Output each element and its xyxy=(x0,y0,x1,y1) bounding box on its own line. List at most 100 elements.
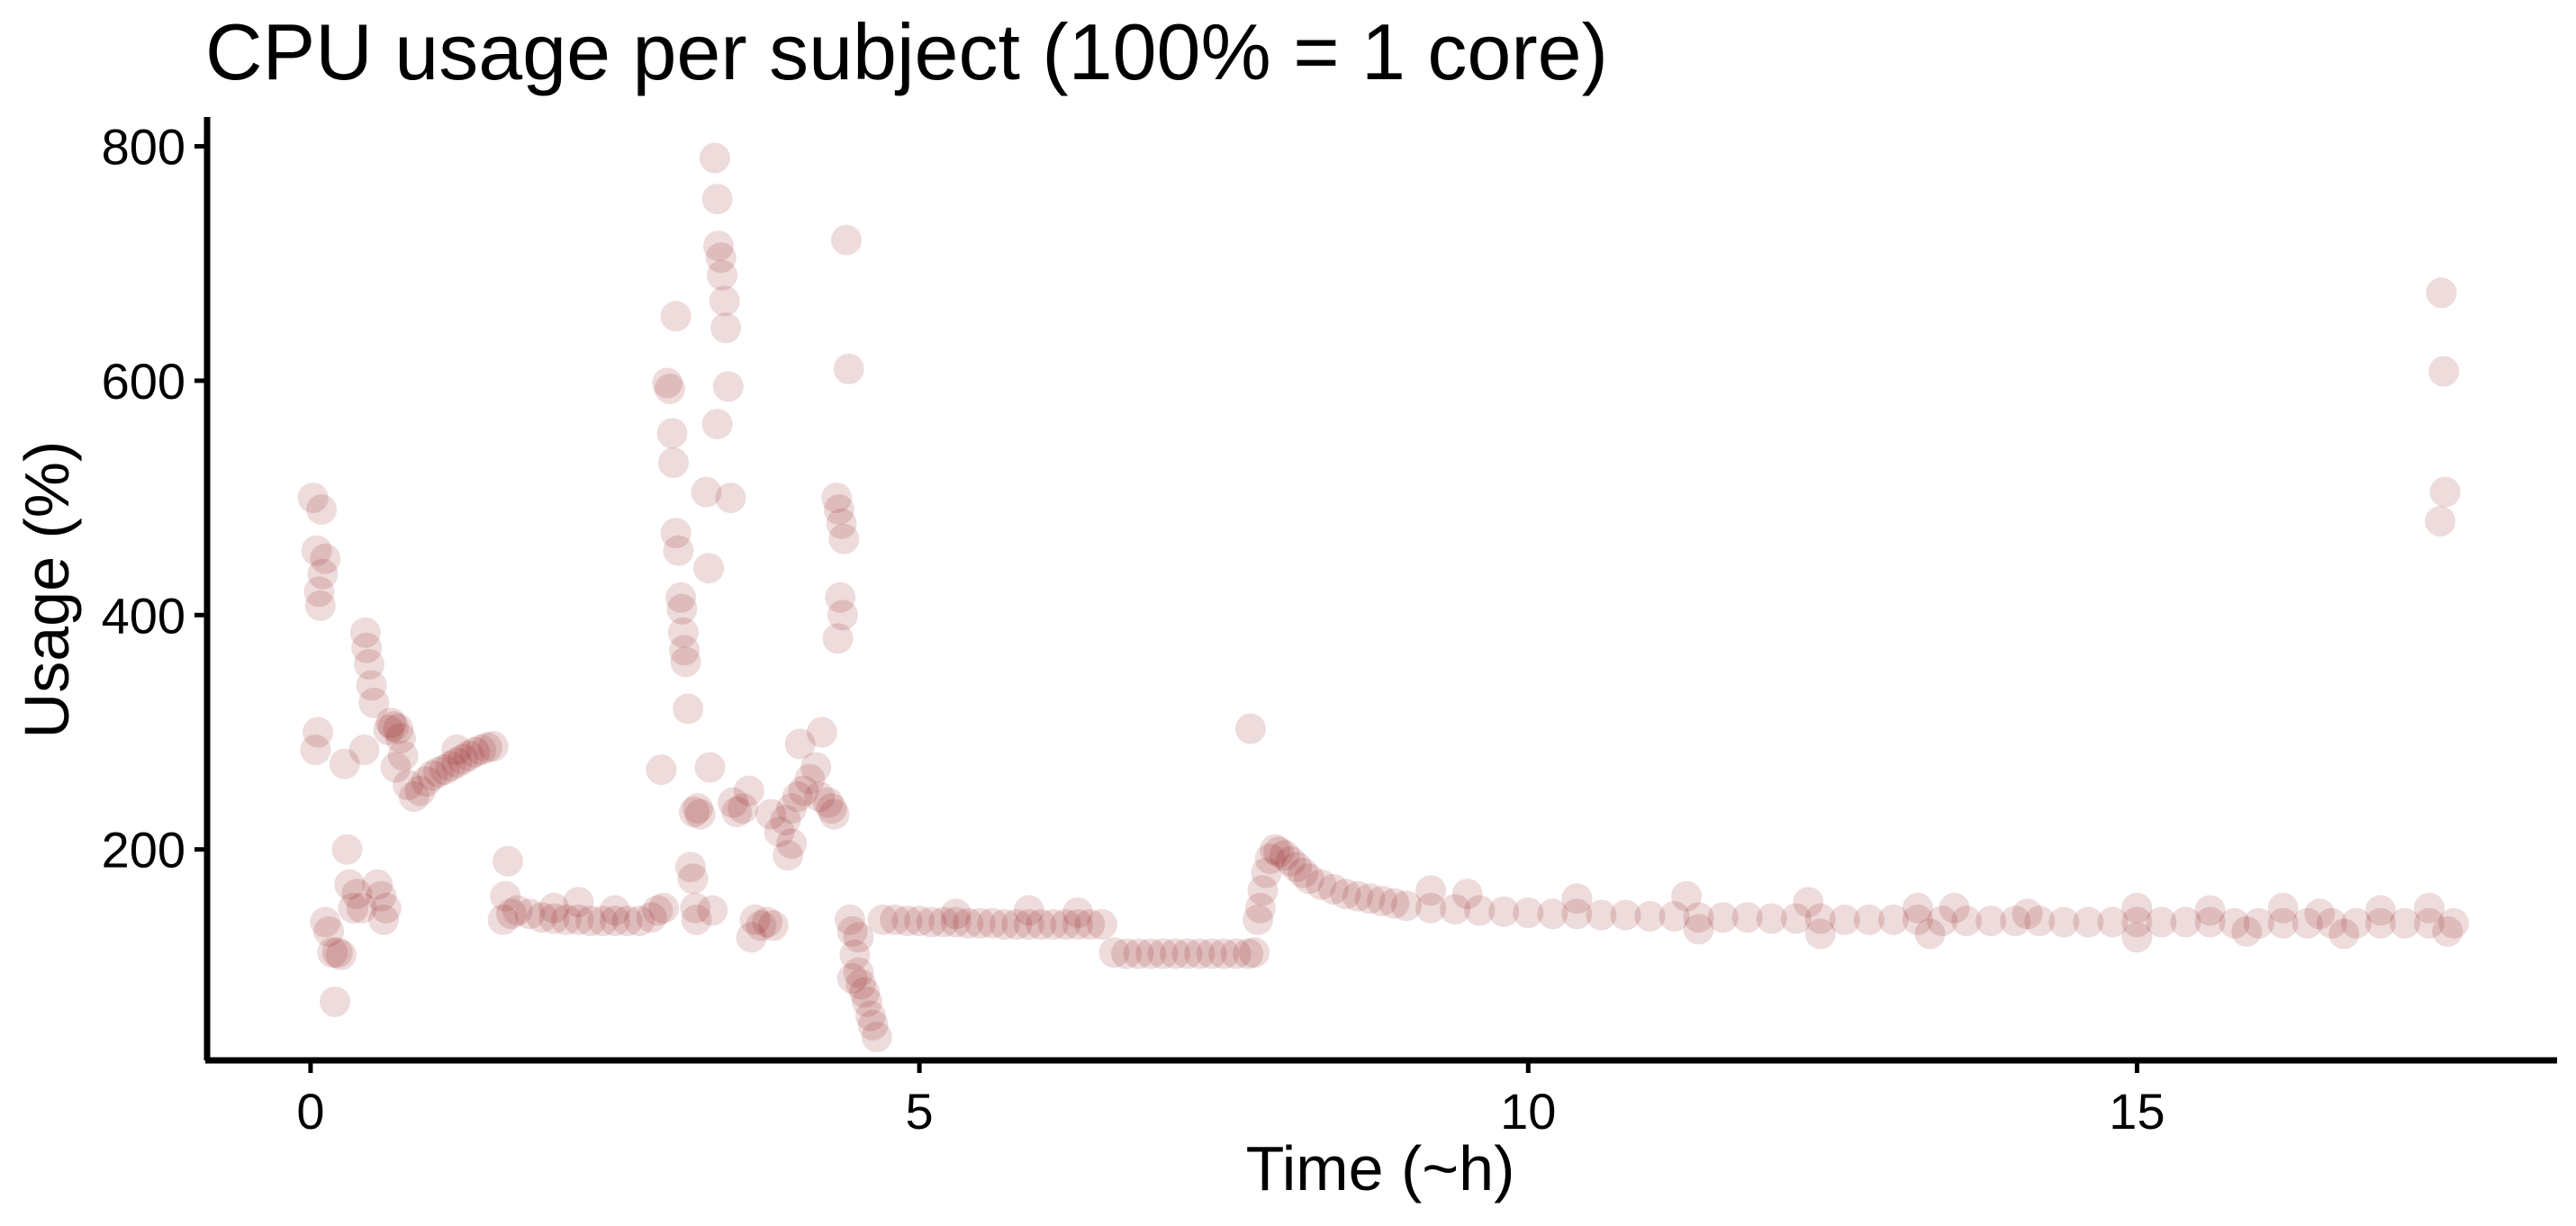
data-point xyxy=(1147,938,1179,969)
data-point xyxy=(2364,895,2396,926)
data-point xyxy=(2414,907,2445,939)
data-point xyxy=(773,840,804,871)
data-point xyxy=(673,693,704,725)
data-point xyxy=(304,590,336,621)
data-point xyxy=(1354,883,1386,915)
data-point xyxy=(831,224,862,256)
data-point xyxy=(1927,906,1958,937)
x-tick-label: 15 xyxy=(2109,1083,2165,1140)
data-point xyxy=(701,184,733,215)
data-point xyxy=(303,717,334,748)
data-point xyxy=(2390,907,2420,939)
data-point xyxy=(691,476,722,508)
data-point xyxy=(550,904,582,935)
data-point xyxy=(940,906,972,938)
data-point xyxy=(600,906,630,937)
data-point xyxy=(366,880,397,912)
data-point xyxy=(845,969,877,1000)
data-point xyxy=(705,242,737,274)
data-point xyxy=(2426,277,2457,309)
data-point xyxy=(1233,938,1264,969)
data-point xyxy=(782,781,813,813)
data-point xyxy=(301,535,332,566)
data-point xyxy=(816,793,847,825)
data-point xyxy=(928,906,960,938)
data-point xyxy=(752,906,783,938)
data-point xyxy=(1247,875,1279,906)
data-point xyxy=(788,775,819,807)
data-point xyxy=(1239,937,1270,969)
data-point xyxy=(348,735,380,765)
data-point xyxy=(353,649,384,680)
data-point xyxy=(2414,892,2445,924)
data-point xyxy=(1804,903,1836,934)
data-point xyxy=(2425,506,2456,537)
data-point xyxy=(1234,713,1266,744)
data-point xyxy=(1683,902,1714,933)
data-point xyxy=(693,553,725,584)
data-point xyxy=(377,711,409,742)
data-point xyxy=(393,770,424,801)
data-point xyxy=(648,892,680,924)
data-point xyxy=(715,482,746,514)
data-point xyxy=(1087,909,1117,940)
data-point xyxy=(1488,896,1520,927)
data-point xyxy=(1050,909,1081,940)
data-point xyxy=(385,723,416,753)
data-point xyxy=(1707,902,1739,933)
data-point xyxy=(1464,895,1496,926)
data-point xyxy=(1513,897,1544,928)
data-point xyxy=(964,907,996,939)
data-point xyxy=(1780,903,1812,934)
data-point xyxy=(2267,907,2299,939)
data-point xyxy=(338,892,369,924)
data-point xyxy=(989,909,1020,940)
data-point xyxy=(362,869,393,900)
data-point xyxy=(1793,887,1824,918)
data-point xyxy=(2048,906,2080,938)
data-point xyxy=(977,907,1008,939)
data-point xyxy=(496,898,528,930)
data-point xyxy=(600,895,630,926)
data-point xyxy=(587,906,619,937)
data-point xyxy=(538,903,570,934)
data-point xyxy=(1342,880,1373,912)
data-point xyxy=(678,797,710,827)
data-point xyxy=(764,816,795,848)
data-point xyxy=(1804,918,1836,950)
data-point xyxy=(861,1022,892,1052)
data-point xyxy=(306,494,338,526)
data-point xyxy=(1184,938,1216,969)
data-point xyxy=(855,1000,886,1032)
data-point xyxy=(940,898,972,930)
data-point xyxy=(904,906,935,937)
data-point xyxy=(701,409,733,440)
data-point xyxy=(1586,899,1617,931)
data-points xyxy=(297,142,2470,1052)
data-point xyxy=(487,904,519,935)
data-point xyxy=(794,763,826,795)
data-point xyxy=(681,904,712,935)
data-point xyxy=(1263,836,1295,868)
data-point xyxy=(404,775,436,807)
data-point xyxy=(417,760,448,791)
data-point xyxy=(2146,906,2177,938)
data-point xyxy=(349,617,381,648)
data-point xyxy=(694,752,726,783)
data-point xyxy=(818,798,850,830)
data-point xyxy=(843,957,874,988)
data-point xyxy=(660,518,691,549)
data-point xyxy=(1367,885,1397,916)
y-axis-title: Usage (%) xyxy=(12,441,82,739)
data-point xyxy=(718,787,749,818)
data-point xyxy=(707,259,737,291)
data-point xyxy=(684,798,716,830)
data-point xyxy=(368,904,400,935)
data-point xyxy=(331,834,363,865)
data-point xyxy=(1561,883,1593,915)
data-point xyxy=(1037,909,1069,940)
data-point xyxy=(867,904,899,935)
data-point xyxy=(674,852,706,883)
data-point xyxy=(1013,895,1044,926)
data-point xyxy=(1878,904,1909,935)
